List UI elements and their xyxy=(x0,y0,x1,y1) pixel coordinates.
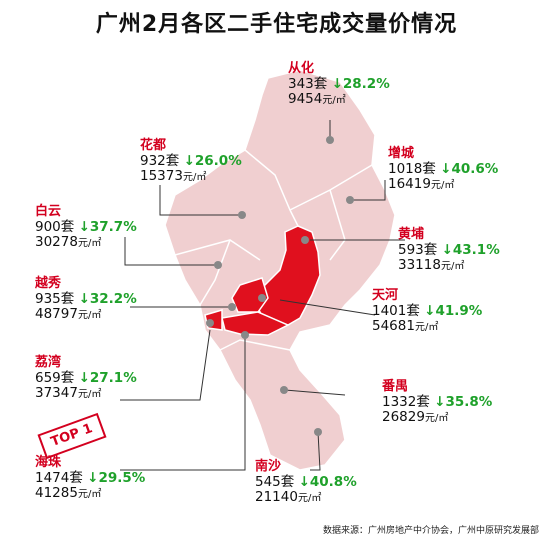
label-conghua: 从化 343套 ↓28.2% 9454元/㎡ xyxy=(288,61,390,108)
leader-lines xyxy=(120,120,405,471)
label-liwan: 荔湾 659套 ↓27.1% 37347元/㎡ xyxy=(35,355,137,402)
label-haizhu: 海珠 1474套 ↓29.5% 41285元/㎡ xyxy=(35,455,146,502)
label-zengcheng: 增城 1018套 ↓40.6% 16419元/㎡ xyxy=(388,146,499,193)
highlight-tianhe xyxy=(254,225,321,326)
district-markers xyxy=(206,136,354,436)
page-title: 广州2月各区二手住宅成交量价情况 xyxy=(95,12,458,37)
label-huadu: 花都 932套 ↓26.0% 15373元/㎡ xyxy=(140,138,242,185)
label-huangpu: 黄埔 593套 ↓43.1% 33118元/㎡ xyxy=(398,227,500,274)
highlight-haizhu xyxy=(221,311,290,336)
label-nansha: 南沙 545套 ↓40.8% 21140元/㎡ xyxy=(255,459,357,506)
label-yuexiu: 越秀 935套 ↓32.2% 48797元/㎡ xyxy=(35,276,137,323)
label-baiyun: 白云 900套 ↓37.7% 30278元/㎡ xyxy=(35,204,137,251)
data-source-note: 数据来源：广州房地产中介协会，广州中原研究发展部 xyxy=(322,526,539,536)
label-panyu: 番禺 1332套 ↓35.8% 26829元/㎡ xyxy=(382,379,493,426)
label-tianhe: 天河 1401套 ↓41.9% 54681元/㎡ xyxy=(372,288,483,335)
